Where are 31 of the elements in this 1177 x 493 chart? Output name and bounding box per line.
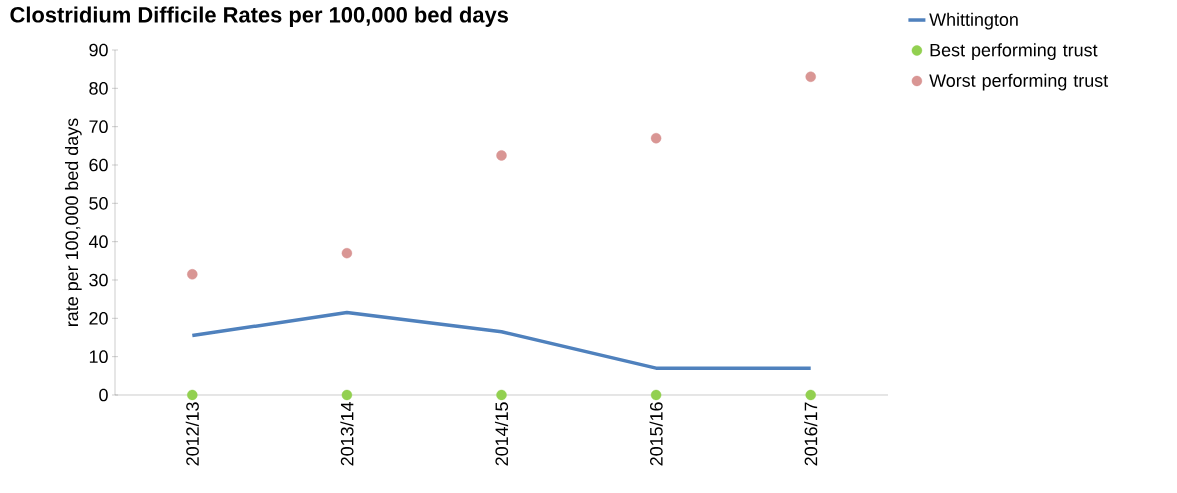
y-tick-label: 10: [89, 350, 108, 363]
point: [650, 132, 662, 144]
y-tick-label: 60: [89, 158, 108, 172]
point: [650, 389, 662, 401]
legend-label: Whittington: [929, 12, 1018, 30]
point: [187, 269, 198, 280]
y-axis-title: rate per 100,000 bed days: [64, 118, 82, 326]
y-tick-label: 70: [89, 120, 108, 133]
x-tick-label: 2014/15: [494, 402, 509, 466]
point: [496, 389, 507, 401]
y-tick-label: 20: [89, 311, 108, 325]
x-tick-label: 2016/17: [804, 402, 818, 466]
y-tick-label: 80: [89, 81, 108, 95]
legend-label: Best performing trust: [930, 43, 1098, 60]
chart-title: Clostridium Difficile Rates per 100,000 bed days: [10, 6, 509, 27]
point: [341, 389, 353, 401]
point: [805, 389, 816, 401]
point: [496, 150, 507, 161]
y-tick-label: 50: [89, 196, 108, 210]
point: [805, 71, 816, 83]
point: [187, 389, 198, 401]
y-tick-label: 30: [89, 273, 108, 287]
x-tick-label: 2012/13: [185, 402, 199, 466]
x-tick-label: 2013/14: [340, 402, 354, 466]
y-tick-label: 90: [89, 43, 108, 57]
point: [341, 247, 353, 259]
legend-label: Worst performing trust: [929, 73, 1109, 91]
y-tick-label: 40: [88, 235, 108, 248]
x-tick-label: 2015/16: [649, 402, 663, 466]
line-series: [190, 310, 813, 370]
y-tick-label: 0: [99, 388, 108, 402]
